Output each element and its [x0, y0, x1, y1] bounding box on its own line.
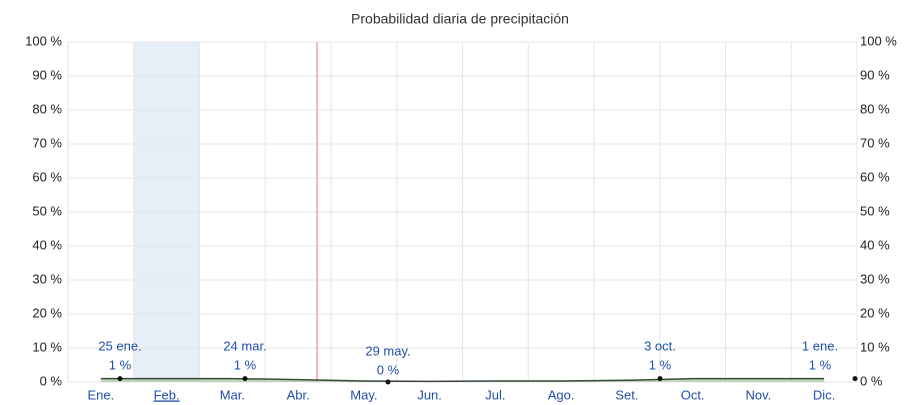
y2-tick-label: 60 %: [860, 169, 890, 184]
annotation-point: [117, 376, 123, 382]
x-tick-label: Ago.: [548, 387, 575, 402]
y2-tick-label: 70 %: [860, 135, 890, 150]
y-tick-label: 60 %: [32, 169, 62, 184]
x-tick-label: Jul.: [485, 387, 505, 402]
y-tick-label: 40 %: [32, 237, 62, 252]
y-tick-label: 90 %: [32, 67, 62, 82]
x-tick-label: Feb.: [154, 387, 180, 402]
annotation-label: 1 %: [234, 357, 257, 372]
x-tick-label: May.: [350, 387, 377, 402]
y2-tick-label: 0 %: [860, 373, 883, 388]
y-tick-label: 0 %: [40, 373, 63, 388]
annotation-date: 24 mar.: [223, 338, 266, 353]
annotation-date: 1 ene.: [802, 338, 838, 353]
y-tick-label: 20 %: [32, 305, 62, 320]
y2-tick-label: 20 %: [860, 305, 890, 320]
x-tick-label: Nov.: [745, 387, 771, 402]
annotation-label: 0 %: [377, 362, 400, 377]
chart-title: Probabilidad diaria de precipitación: [351, 11, 569, 27]
y-tick-label: 50 %: [32, 203, 62, 218]
y2-tick-label: 80 %: [860, 101, 890, 116]
x-tick-label: Abr.: [287, 387, 310, 402]
y-tick-label: 30 %: [32, 271, 62, 286]
line: [100, 377, 825, 383]
annotation-date: 3 oct.: [644, 338, 676, 353]
annotation-date: 29 may.: [365, 343, 410, 358]
y-tick-label: 80 %: [32, 101, 62, 116]
x-tick-label: Ene.: [88, 387, 115, 402]
x-tick-label: Jun.: [417, 387, 442, 402]
y2-tick-label: 50 %: [860, 203, 890, 218]
annotation-point: [852, 376, 858, 382]
y2-tick-label: 100 %: [860, 33, 897, 48]
x-tick-label: Set.: [615, 387, 638, 402]
y2-tick-label: 40 %: [860, 237, 890, 252]
annotation-point: [657, 376, 663, 382]
y-tick-label: 100 %: [25, 33, 62, 48]
annotation-label: 1 %: [649, 357, 672, 372]
x-tick-label: Dic.: [813, 387, 835, 402]
x-tick-label: Oct.: [681, 387, 705, 402]
x-tick-label: Mar.: [220, 387, 245, 402]
y2-tick-label: 30 %: [860, 271, 890, 286]
y-tick-label: 70 %: [32, 135, 62, 150]
y2-tick-label: 10 %: [860, 339, 890, 354]
annotation-point: [385, 379, 391, 385]
annotation-label: 1 %: [109, 357, 132, 372]
y-tick-label: 10 %: [32, 339, 62, 354]
annotation-label: 1 %: [809, 357, 832, 372]
annotation-point: [242, 376, 248, 382]
y2-tick-label: 90 %: [860, 67, 890, 82]
annotation-date: 25 ene.: [98, 338, 141, 353]
